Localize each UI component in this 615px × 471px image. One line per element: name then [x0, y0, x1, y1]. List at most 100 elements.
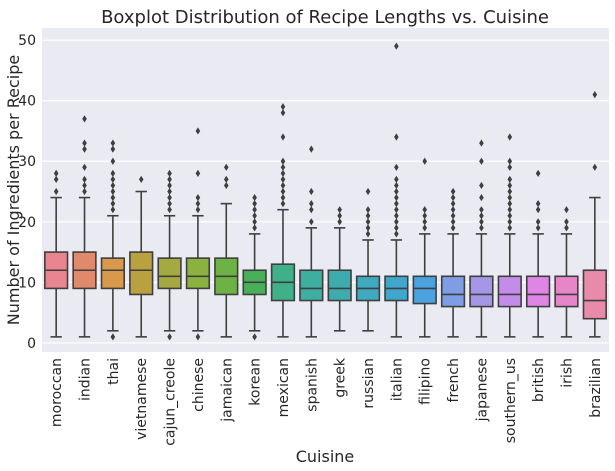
outlier-point — [252, 218, 257, 226]
x-axis-label: Cuisine — [296, 447, 355, 466]
box-thai — [100, 139, 126, 341]
box-brazilian — [582, 91, 607, 338]
outlier-point — [110, 145, 116, 153]
box-jamaican — [214, 163, 239, 338]
outlier-point — [167, 181, 172, 190]
outlier-point — [280, 187, 286, 196]
outlier-point — [252, 206, 257, 214]
outlier-point — [309, 218, 314, 226]
y-tick-label: 50 — [18, 33, 36, 49]
outlier-point — [110, 139, 116, 147]
outlier-point — [167, 175, 172, 184]
x-tick-label: japanese — [474, 358, 490, 422]
outlier-point — [394, 133, 399, 141]
outlier-point — [337, 212, 342, 220]
box-mexican — [270, 103, 296, 338]
iqr-box — [497, 275, 522, 308]
iqr-box — [440, 275, 466, 308]
outlier-point — [82, 139, 87, 147]
x-tick-labels: moroccan indian thai vietnamese cajun_creole… — [49, 357, 604, 446]
outlier-point — [365, 230, 371, 238]
outlier-point — [422, 206, 428, 214]
box-korean — [242, 193, 267, 341]
outlier-point — [592, 163, 598, 171]
chart-title: Boxplot Distribution of Recipe Lengths v… — [101, 7, 549, 28]
outlier-point — [479, 181, 484, 190]
iqr-box — [327, 269, 352, 302]
outlier-point — [507, 218, 513, 226]
box-indian — [72, 115, 97, 338]
outlier-point — [252, 333, 257, 341]
x-tick-label: thai — [106, 358, 122, 385]
outlier-point — [223, 175, 229, 184]
outlier-point — [394, 224, 399, 232]
outlier-point — [535, 206, 541, 214]
outlier-point — [195, 169, 201, 177]
outlier-point — [394, 163, 399, 171]
outlier-point — [479, 157, 484, 165]
x-tick-label: moroccan — [49, 358, 65, 427]
outlier-point — [309, 187, 314, 196]
x-tick-label: filipino — [418, 358, 434, 405]
y-tick-label: 0 — [27, 336, 36, 352]
outlier-point — [450, 212, 456, 220]
outlier-point — [394, 181, 399, 190]
outlier-point — [82, 163, 87, 171]
outlier-point — [507, 212, 513, 220]
outlier-point — [110, 169, 116, 177]
outlier-point — [280, 163, 286, 171]
box-cajun_creole — [157, 169, 182, 341]
outlier-point — [394, 175, 399, 184]
y-tick-labels: 0 10 20 30 40 50 — [18, 33, 36, 352]
outlier-point — [422, 218, 428, 226]
outlier-point — [507, 187, 513, 196]
plot-background — [42, 28, 609, 352]
outlier-point — [450, 200, 456, 208]
y-tick-label: 40 — [18, 94, 36, 110]
outlier-point — [564, 218, 569, 226]
outlier-point — [365, 218, 371, 226]
outlier-point — [592, 91, 598, 99]
outlier-point — [422, 157, 428, 165]
y-tick-label: 30 — [18, 154, 36, 170]
outlier-point — [167, 193, 172, 202]
iqr-box — [582, 269, 607, 320]
outlier-point — [394, 230, 399, 238]
box-russian — [355, 187, 381, 332]
outlier-point — [479, 224, 484, 232]
outlier-point — [309, 145, 314, 153]
box-british — [525, 169, 551, 338]
x-tick-label: mexican — [276, 358, 292, 417]
outlier-point — [82, 187, 87, 196]
x-tick-label: spanish — [304, 358, 320, 412]
outlier-point — [53, 187, 59, 196]
outlier-point — [252, 224, 257, 232]
outlier-point — [450, 206, 456, 214]
outlier-point — [195, 127, 201, 135]
outlier-point — [110, 175, 116, 184]
box-vietnamese — [129, 175, 154, 338]
box-italian — [384, 42, 409, 338]
box-irish — [554, 206, 579, 338]
x-tick-label: cajun_creole — [163, 358, 179, 446]
outlier-point — [365, 212, 371, 220]
outlier-point — [138, 175, 144, 184]
outlier-point — [110, 187, 116, 196]
box-filipino — [412, 157, 437, 338]
outlier-point — [195, 206, 201, 214]
boxes-layer — [44, 42, 607, 341]
outlier-point — [337, 218, 342, 226]
outlier-point — [223, 163, 229, 171]
outlier-point — [82, 175, 87, 184]
y-tick-label: 10 — [18, 275, 36, 291]
outlier-point — [167, 169, 172, 177]
outlier-point — [167, 206, 172, 214]
outlier-point — [252, 200, 257, 208]
box-french — [440, 187, 466, 338]
outlier-point — [280, 175, 286, 184]
outlier-point — [82, 181, 87, 190]
x-tick-label: southern_us — [503, 358, 519, 443]
outlier-point — [167, 187, 172, 196]
outlier-point — [507, 181, 513, 190]
outlier-point — [309, 200, 314, 208]
